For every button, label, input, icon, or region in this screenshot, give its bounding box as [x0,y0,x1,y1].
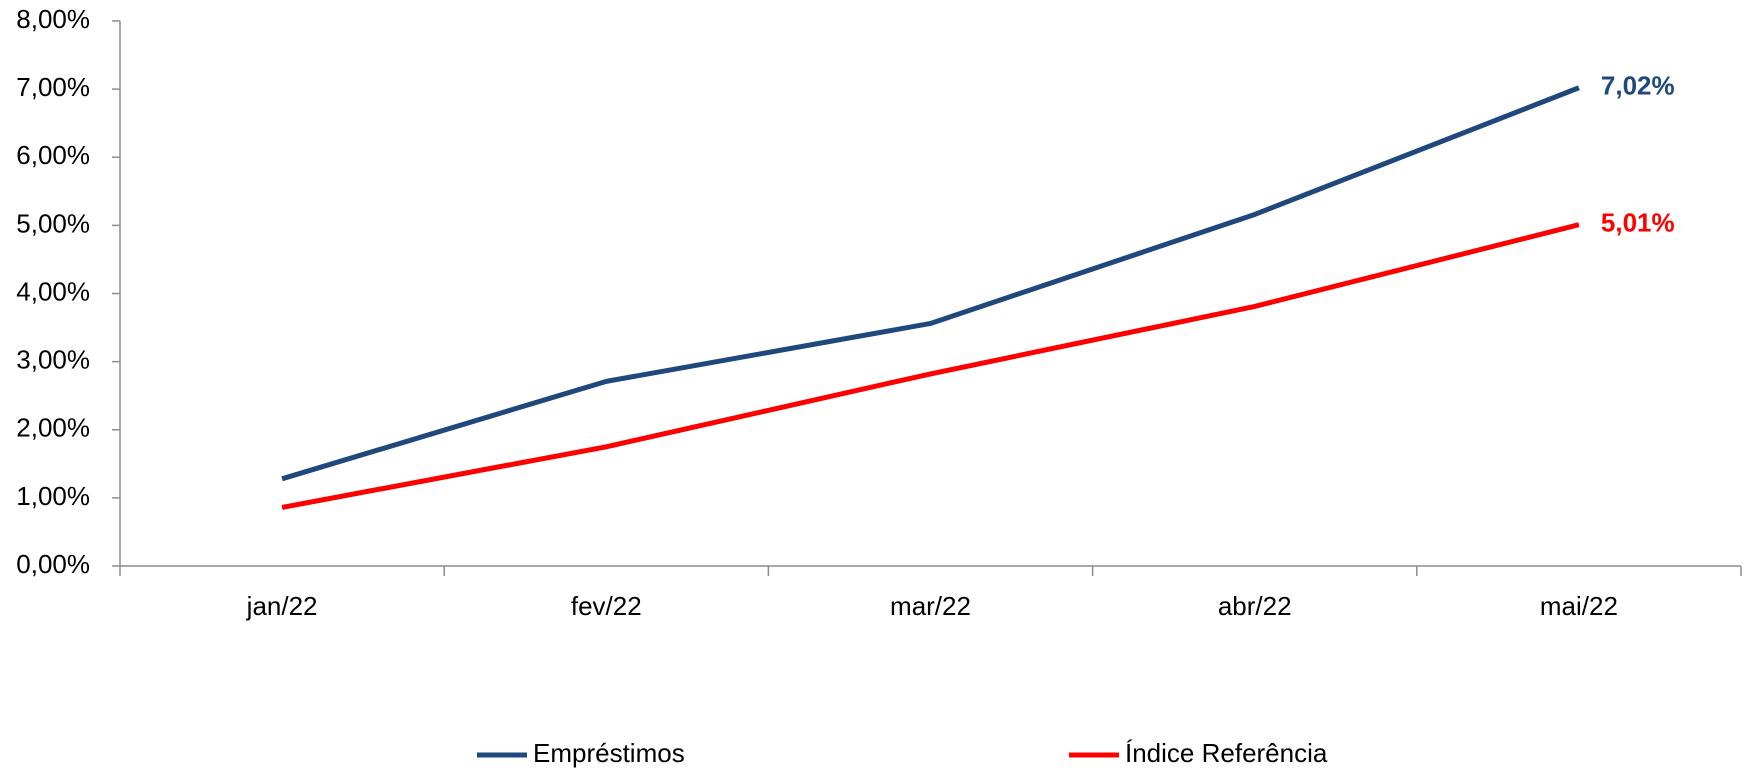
data-label: 5,01% [1601,208,1675,238]
y-tick-label: 2,00% [16,413,90,443]
x-tick-label: mai/22 [1540,591,1618,621]
y-tick-label: 0,00% [16,549,90,579]
legend-label: Empréstimos [533,738,685,768]
y-tick-label: 4,00% [16,276,90,306]
series-line [281,85,1580,482]
data-label: 7,02% [1601,71,1675,101]
x-tick-label: abr/22 [1218,591,1292,621]
series-line [281,222,1580,510]
x-tick-label: mar/22 [890,591,971,621]
y-tick-label: 5,00% [16,208,90,238]
y-tick-label: 8,00% [16,4,90,34]
x-tick-label: fev/22 [571,591,642,621]
y-tick-label: 3,00% [16,345,90,375]
y-tick-label: 1,00% [16,481,90,511]
y-tick-label: 6,00% [16,140,90,170]
x-tick-label: jan/22 [246,591,318,621]
legend-label: Índice Referência [1125,738,1328,768]
y-tick-label: 7,00% [16,72,90,102]
